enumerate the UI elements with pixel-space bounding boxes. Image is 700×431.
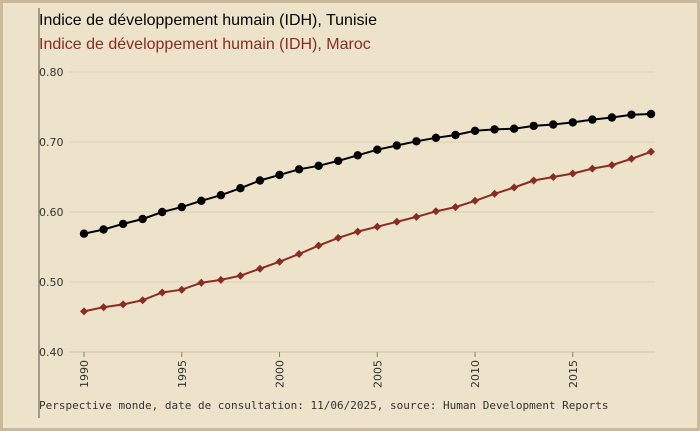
x-tick-label-0: 1990 bbox=[78, 360, 91, 388]
point-tunisie-2014 bbox=[549, 120, 558, 129]
point-tunisie-1997 bbox=[216, 191, 226, 200]
point-maroc-2014 bbox=[549, 173, 558, 181]
point-tunisie-1996 bbox=[197, 196, 206, 205]
point-tunisie-2001 bbox=[294, 165, 304, 174]
point-tunisie-1998 bbox=[236, 184, 245, 193]
point-maroc-2011 bbox=[490, 189, 499, 198]
x-tick-label-2: 2000 bbox=[274, 360, 287, 388]
point-maroc-2017 bbox=[607, 161, 616, 170]
point-tunisie-1995 bbox=[177, 202, 186, 212]
point-maroc-2004 bbox=[353, 227, 362, 236]
point-maroc-2013 bbox=[529, 176, 538, 185]
point-tunisie-1992 bbox=[118, 219, 128, 229]
series-line-maroc bbox=[83, 150, 652, 313]
point-maroc-1994 bbox=[158, 288, 167, 297]
point-tunisie-1999 bbox=[255, 176, 265, 185]
point-maroc-1990 bbox=[80, 307, 88, 316]
point-tunisie-2004 bbox=[353, 151, 362, 160]
chart-title-morocco: Indice de développement humain (IDH), Ma… bbox=[39, 36, 371, 53]
point-maroc-2003 bbox=[334, 233, 343, 242]
point-tunisie-2005 bbox=[373, 145, 382, 154]
point-maroc-2007 bbox=[412, 212, 421, 221]
point-tunisie-2013 bbox=[529, 121, 538, 131]
point-tunisie-2018 bbox=[627, 110, 636, 119]
point-tunisie-2019 bbox=[646, 109, 656, 119]
point-maroc-1991 bbox=[99, 303, 108, 312]
point-maroc-1996 bbox=[197, 278, 206, 287]
point-maroc-2008 bbox=[431, 207, 440, 216]
point-maroc-2006 bbox=[392, 217, 401, 226]
point-tunisie-2007 bbox=[412, 137, 421, 146]
point-maroc-1998 bbox=[236, 271, 245, 280]
point-maroc-2001 bbox=[295, 250, 304, 258]
point-maroc-2018 bbox=[627, 154, 636, 163]
y-tick-label-4: 0.80 bbox=[39, 66, 64, 79]
point-tunisie-2012 bbox=[509, 124, 519, 133]
point-maroc-2002 bbox=[314, 241, 323, 250]
point-tunisie-1990 bbox=[79, 229, 89, 238]
point-tunisie-2017 bbox=[607, 113, 617, 122]
point-maroc-2019 bbox=[647, 147, 655, 156]
point-maroc-2012 bbox=[510, 183, 519, 192]
point-tunisie-2010 bbox=[470, 126, 480, 135]
point-tunisie-2015 bbox=[568, 118, 577, 127]
point-tunisie-2006 bbox=[392, 141, 402, 150]
y-tick-label-3: 0.70 bbox=[39, 136, 64, 149]
x-tick-label-3: 2005 bbox=[371, 360, 384, 388]
point-maroc-2000 bbox=[275, 257, 284, 266]
point-tunisie-2008 bbox=[431, 133, 441, 142]
point-tunisie-1991 bbox=[99, 225, 108, 234]
point-maroc-1997 bbox=[216, 275, 225, 284]
point-maroc-2010 bbox=[471, 196, 480, 205]
x-tick-label-4: 2010 bbox=[469, 360, 482, 388]
point-tunisie-2011 bbox=[490, 125, 499, 134]
source-note: Perspective monde, date de consultation:… bbox=[39, 399, 609, 412]
point-maroc-2009 bbox=[451, 203, 460, 212]
point-tunisie-2003 bbox=[333, 156, 343, 166]
point-maroc-1995 bbox=[177, 285, 186, 294]
point-maroc-1993 bbox=[138, 296, 147, 305]
point-maroc-1999 bbox=[255, 264, 264, 273]
point-tunisie-2009 bbox=[451, 130, 460, 140]
point-tunisie-1993 bbox=[138, 214, 147, 224]
point-maroc-2016 bbox=[588, 164, 597, 173]
y-tick-label-0: 0.40 bbox=[39, 346, 64, 359]
point-tunisie-2002 bbox=[314, 161, 323, 170]
x-tick-label-1: 1995 bbox=[176, 360, 189, 388]
point-tunisie-2000 bbox=[275, 170, 284, 180]
point-tunisie-2016 bbox=[588, 115, 597, 124]
point-maroc-1992 bbox=[119, 300, 128, 309]
y-tick-label-2: 0.60 bbox=[39, 206, 64, 219]
point-maroc-2005 bbox=[373, 222, 382, 231]
point-tunisie-1994 bbox=[158, 207, 167, 217]
y-tick-label-1: 0.50 bbox=[39, 276, 64, 289]
x-tick-label-5: 2015 bbox=[567, 360, 580, 388]
chart-title-tunisia: Indice de développement humain (IDH), Tu… bbox=[39, 12, 377, 29]
point-maroc-2015 bbox=[568, 169, 577, 178]
